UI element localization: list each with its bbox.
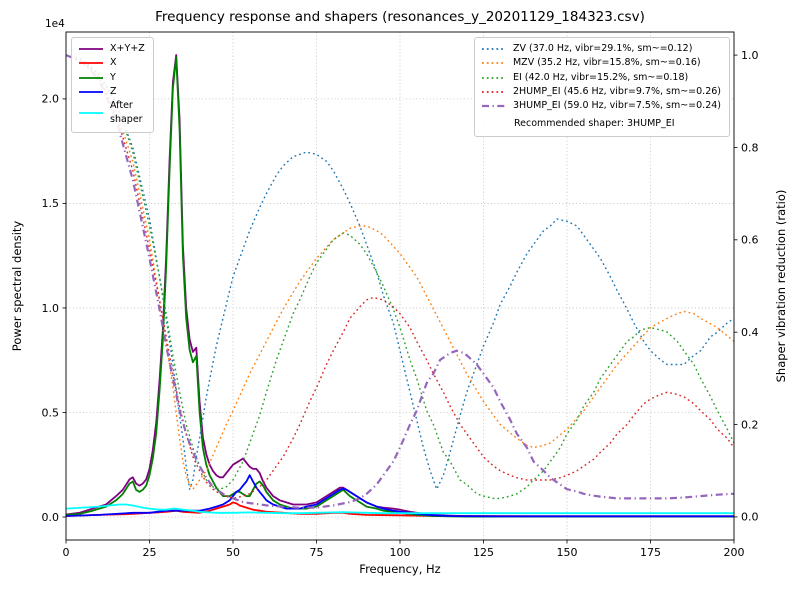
y-tick-label-right: 0.0 — [741, 511, 759, 524]
series-line-y — [66, 56, 734, 518]
legend-psd: X+Y+Z X Y Z After shaper — [71, 37, 154, 133]
legend-label-mzv: MZV (35.2 Hz, vibr=15.8%, sm~=0.16) — [512, 57, 701, 69]
x-tick-label: 0 — [63, 546, 70, 559]
legend-label-x: X — [110, 57, 117, 69]
legend-item-after-shaper: After shaper — [78, 99, 145, 128]
legend-label-ei: EI (42.0 Hz, vibr=15.2%, sm~=0.18) — [512, 71, 689, 83]
y-tick-label-left: 2.0 — [42, 93, 60, 106]
legend-label-after-shaper: After shaper — [110, 100, 143, 126]
legend-item-z: Z — [78, 85, 145, 99]
solid-line-sample-icon — [79, 62, 103, 65]
solid-line-sample-icon — [79, 76, 103, 79]
y-tick-label-right: 1.0 — [741, 49, 759, 62]
series-line-ei — [66, 54, 734, 500]
legend-label-2hump-ei: 2HUMP_EI (45.6 Hz, vibr=9.7%, sm~=0.26) — [512, 85, 721, 97]
solid-line-sample-icon — [79, 48, 103, 51]
x-tick-label: 75 — [310, 546, 324, 559]
legend-label-z: Z — [110, 85, 117, 97]
chart-title: Frequency response and shapers (resonanc… — [155, 9, 645, 25]
dotted-line-sample-icon — [481, 62, 506, 65]
legend-item-zv: ZV (37.0 Hz, vibr=29.1%, sm~=0.12) — [481, 42, 721, 56]
x-tick-label: 100 — [390, 546, 411, 559]
dotted-line-sample-icon — [481, 90, 506, 93]
x-axis-label: Frequency, Hz — [359, 562, 441, 576]
legend-item-2hump-ei: 2HUMP_EI (45.6 Hz, vibr=9.7%, sm~=0.26) — [481, 85, 721, 99]
legend-item-mzv: MZV (35.2 Hz, vibr=15.8%, sm~=0.16) — [481, 56, 721, 70]
y-tick-label-left: 1.5 — [42, 197, 60, 210]
y-tick-label-right: 0.4 — [741, 326, 759, 339]
legend-item-ei: EI (42.0 Hz, vibr=15.2%, sm~=0.18) — [481, 71, 721, 85]
y-tick-label-right: 0.8 — [741, 141, 759, 154]
solid-line-sample-icon — [79, 112, 103, 115]
legend-shapers: ZV (37.0 Hz, vibr=29.1%, sm~=0.12) MZV (3… — [473, 37, 730, 137]
legend-label-xyz: X+Y+Z — [110, 43, 145, 54]
recommended-shaper-note: Recommended shaper: 3HUMP_EI — [513, 118, 675, 130]
dotted-line-sample-icon — [481, 76, 506, 79]
legend-item-y: Y — [78, 71, 145, 85]
series-line-3hump-ei — [66, 54, 734, 509]
y-tick-label-right: 0.2 — [741, 418, 759, 431]
y-tick-label-left: 1.0 — [42, 302, 60, 315]
y-tick-label-left: 0.0 — [42, 511, 60, 524]
x-tick-label: 25 — [143, 546, 157, 559]
y-axis-label-right: Shaper vibration reduction (ratio) — [774, 189, 788, 383]
legend-label-zv: ZV (37.0 Hz, vibr=29.1%, sm~=0.12) — [512, 43, 693, 54]
legend-label-3hump-ei: 3HUMP_EI (59.0 Hz, vibr=7.5%, sm~=0.24) — [512, 100, 721, 111]
legend-item-3hump-ei: 3HUMP_EI (59.0 Hz, vibr=7.5%, sm~=0.24) — [481, 99, 721, 113]
x-tick-label: 175 — [640, 546, 661, 559]
dashdot-line-sample-icon — [481, 105, 506, 108]
x-tick-label: 125 — [473, 546, 494, 559]
y-axis-label-left: Power spectral density — [10, 220, 24, 352]
dotted-line-sample-icon — [481, 48, 506, 51]
x-tick-label: 50 — [226, 546, 240, 559]
series-line-2hump-ei — [66, 54, 734, 500]
legend-label-y: Y — [110, 71, 116, 83]
x-tick-label: 150 — [557, 546, 578, 559]
x-tick-label: 200 — [724, 546, 745, 559]
y-tick-label-right: 0.6 — [741, 234, 759, 247]
axis-offset-text: 1e4 — [45, 18, 65, 30]
series-line-after-shaper — [66, 503, 734, 515]
y-tick-label-left: 0.5 — [42, 406, 60, 419]
legend-item-x: X — [78, 56, 145, 70]
legend-item-xyz: X+Y+Z — [78, 42, 145, 56]
solid-line-sample-icon — [79, 90, 103, 93]
series-line-zv — [66, 54, 734, 490]
